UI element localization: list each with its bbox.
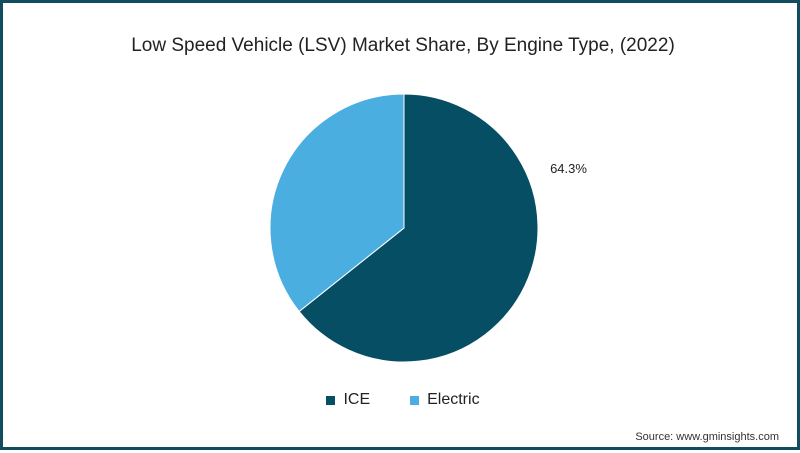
chart-title: Low Speed Vehicle (LSV) Market Share, By… bbox=[131, 35, 675, 56]
legend-label-ice: ICE bbox=[343, 391, 371, 408]
legend-swatch-electric bbox=[410, 395, 420, 405]
chart-legend: ICE Electric bbox=[3, 391, 800, 409]
legend-swatch-ice bbox=[326, 395, 336, 405]
legend-item-ice: ICE bbox=[326, 391, 370, 409]
legend-label-electric: Electric bbox=[427, 391, 480, 408]
data-label-ice: 64.3% bbox=[550, 161, 587, 176]
legend-item-electric: Electric bbox=[410, 391, 480, 409]
pie-chart: 64.3% bbox=[269, 93, 587, 363]
pie-slice-ice bbox=[298, 93, 539, 363]
pie-slice-electric bbox=[269, 93, 405, 313]
source-note: Source: www.gminsights.com bbox=[635, 431, 779, 443]
